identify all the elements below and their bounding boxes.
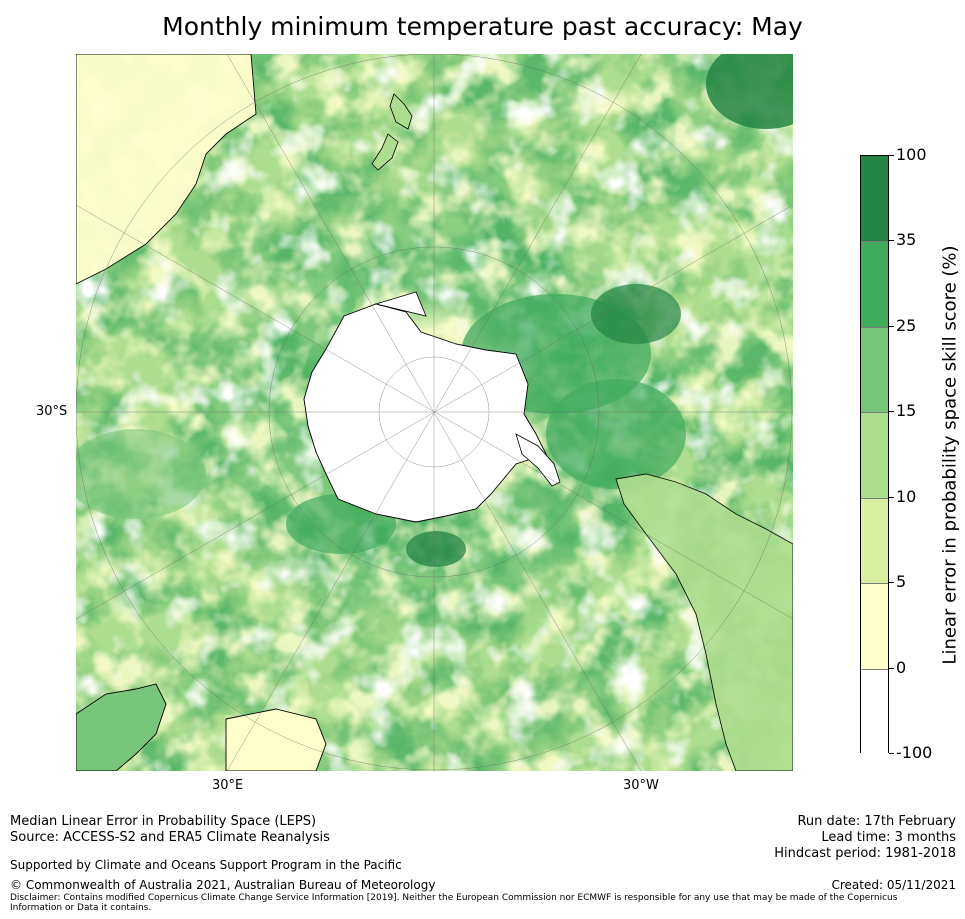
- footer-leps-line: Median Linear Error in Probability Space…: [10, 814, 317, 829]
- colorbar-tick-mark: [889, 240, 894, 242]
- colorbar-tick-mark: [889, 582, 894, 584]
- colorbar-tick-label: 15: [896, 401, 917, 421]
- colorbar: [860, 155, 889, 754]
- footer-copyright: © Commonwealth of Australia 2021, Austra…: [10, 878, 436, 892]
- footer-right: Run date: 17th February Lead time: 3 mon…: [774, 814, 956, 862]
- colorbar-tick-mark: [889, 753, 894, 754]
- colorbar-tick-label: 100: [896, 145, 927, 164]
- colorbar-tick-label: 0: [896, 657, 907, 677]
- skill-score-map: [76, 54, 793, 771]
- map-title: Monthly minimum temperature past accurac…: [162, 12, 803, 41]
- colorbar-tick-mark: [889, 155, 894, 156]
- colorbar-segment: [861, 326, 888, 413]
- footer-support: Supported by Climate and Oceans Support …: [10, 858, 402, 872]
- colorbar-segment: [861, 412, 888, 498]
- colorbar-tick-mark: [889, 496, 894, 498]
- colorbar-tick-label: 10: [896, 486, 917, 506]
- lon-label-30e: 30°E: [212, 778, 244, 793]
- colorbar-segment: [861, 583, 888, 669]
- footer-disclaimer: Disclaimer: Contains modified Copernicus…: [10, 893, 898, 913]
- colorbar-segment: [861, 156, 888, 242]
- footer-left: Median Linear Error in Probability Space…: [10, 814, 330, 846]
- lat-label-30s: 30°S: [36, 404, 68, 419]
- footer-source-line: Source: ACCESS-S2 and ERA5 Climate Reana…: [10, 830, 330, 845]
- colorbar-segment: [861, 497, 888, 584]
- colorbar-tick-mark: [889, 667, 894, 669]
- footer-run-date: Run date: 17th February: [797, 814, 956, 829]
- colorbar-segment: [861, 241, 888, 327]
- colorbar-tick-label: -100: [896, 743, 933, 762]
- lon-label-30w: 30°W: [623, 778, 659, 793]
- colorbar-tick-mark: [889, 325, 894, 327]
- colorbar-tick-mark: [889, 411, 894, 413]
- footer-hindcast: Hindcast period: 1981-2018: [774, 846, 956, 861]
- colorbar-label: Linear error in probability space skill …: [939, 245, 961, 665]
- colorbar-tick-label: 25: [896, 315, 917, 335]
- colorbar-tick-label: 5: [896, 572, 907, 592]
- footer-created: Created: 05/11/2021: [831, 878, 956, 892]
- colorbar-tick-label: 35: [896, 230, 917, 250]
- colorbar-segment: [861, 668, 888, 754]
- footer-lead-time: Lead time: 3 months: [821, 830, 956, 845]
